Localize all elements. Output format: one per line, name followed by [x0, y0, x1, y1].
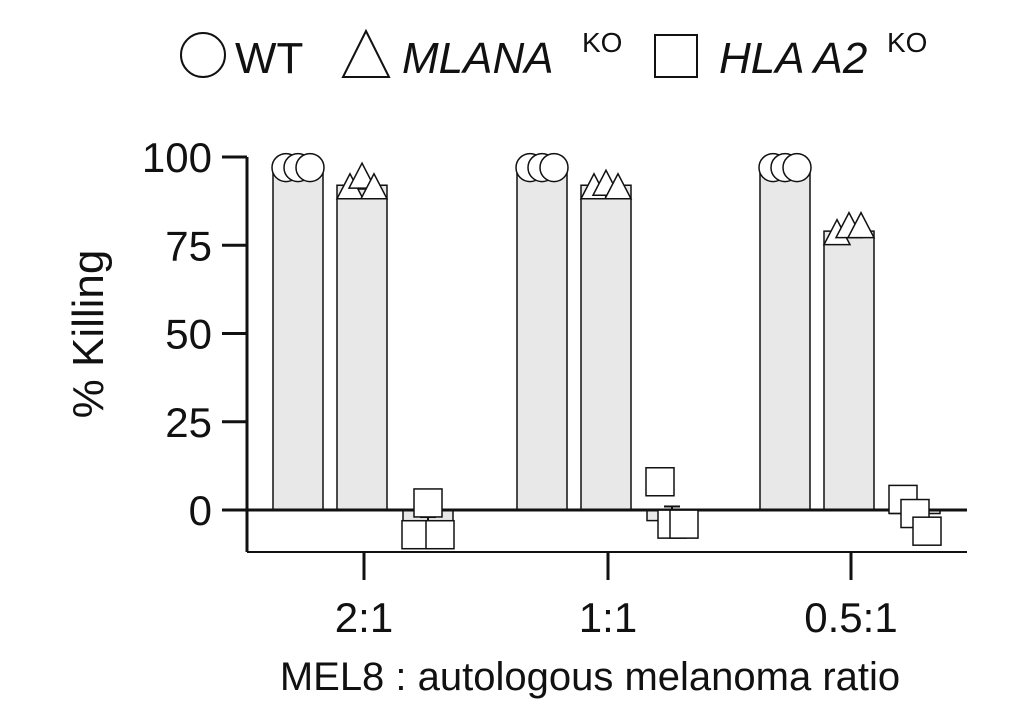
bar-mlana-1-1	[580, 184, 632, 511]
y-axis-label: % Killing	[64, 250, 113, 419]
x-tick-label: 1:1	[579, 594, 637, 641]
bar-wt-1-1	[516, 166, 568, 511]
point-wt-1-1	[539, 152, 569, 183]
point-hla-a2-2-1	[425, 519, 455, 550]
point-hla-a2-0-5-1	[912, 516, 942, 546]
bar-mlana-2-1	[336, 184, 388, 511]
point-wt-2-1	[295, 152, 325, 183]
y-tick-label: 50	[165, 311, 212, 358]
legend-label-hla: HLA A2	[719, 34, 867, 83]
y-axis-ticks: 0 25 50 75 100	[142, 134, 247, 534]
bar-mlana-0-5-1	[823, 230, 875, 511]
legend-marker-mlana	[341, 28, 391, 78]
legend-label-mlana: MLANA	[402, 34, 554, 83]
bar-wt-2-1	[272, 166, 324, 511]
legend-superscript-hla: KO	[887, 27, 927, 58]
legend-marker-hla	[654, 34, 698, 78]
point-hla-a2-1-1	[645, 467, 675, 497]
point-hla-a2-1-1	[669, 509, 699, 539]
point-mlana-2-1	[359, 172, 389, 200]
point-hla-a2-2-1	[413, 488, 443, 518]
x-tick-label: 0.5:1	[804, 594, 897, 641]
point-mlana-1-1	[603, 172, 633, 200]
point-wt-0-5-1	[782, 152, 812, 183]
points-layer	[271, 152, 942, 550]
x-tick-label: 2:1	[335, 594, 393, 641]
bar-wt-0-5-1	[759, 166, 811, 511]
y-tick-label: 25	[165, 399, 212, 446]
y-tick-label: 100	[142, 134, 212, 181]
x-axis-label: MEL8 : autologous melanoma ratio	[280, 655, 900, 699]
y-tick-label: 75	[165, 222, 212, 269]
x-axis-ticks: 2:1 1:1 0.5:1	[335, 552, 898, 641]
y-tick-label: 0	[189, 487, 212, 534]
point-mlana-2-1	[347, 161, 377, 189]
point-mlana-0-5-1	[846, 210, 876, 239]
legend: WT MLANA KO HLA A2 KO	[180, 27, 927, 83]
bars-layer	[272, 166, 941, 529]
legend-marker-wt	[180, 32, 226, 78]
legend-superscript-mlana: KO	[582, 27, 622, 58]
legend-label-wt: WT	[235, 34, 303, 83]
